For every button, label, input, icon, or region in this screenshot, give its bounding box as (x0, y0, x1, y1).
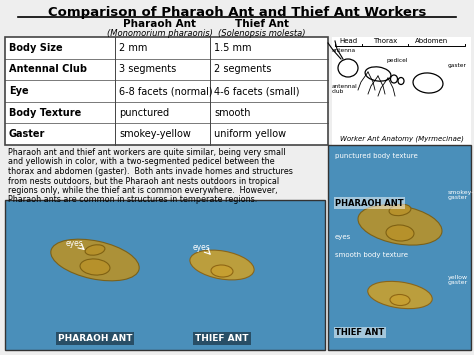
Text: 2 mm: 2 mm (119, 43, 147, 53)
Ellipse shape (398, 77, 404, 84)
Ellipse shape (51, 239, 139, 281)
Text: Gaster: Gaster (9, 129, 46, 139)
Ellipse shape (358, 205, 442, 245)
Bar (332, 37, 471, 145)
Text: thorax and abdomen (gaster).  Both ants invade homes and structures: thorax and abdomen (gaster). Both ants i… (8, 167, 293, 176)
Text: antennal
club: antennal club (332, 83, 358, 94)
Bar (5, 37, 328, 145)
Ellipse shape (190, 250, 254, 280)
Text: punctured: punctured (119, 108, 169, 118)
Ellipse shape (390, 295, 410, 306)
Text: (Monomorium pharaonis): (Monomorium pharaonis) (107, 29, 213, 38)
Text: yellow
gaster: yellow gaster (448, 275, 468, 285)
Ellipse shape (85, 245, 105, 255)
Text: Body Texture: Body Texture (9, 108, 81, 118)
Bar (5, 200, 325, 350)
Text: 4-6 facets (small): 4-6 facets (small) (214, 86, 300, 96)
Text: 2 segments: 2 segments (214, 64, 272, 75)
Text: Thief Ant: Thief Ant (235, 19, 289, 29)
Text: Head: Head (339, 38, 357, 44)
Text: Pharaoh ant and thief ant workers are quite similar, being very small: Pharaoh ant and thief ant workers are qu… (8, 148, 285, 157)
Text: smokey-colored
gaster: smokey-colored gaster (448, 190, 474, 201)
Text: smooth body texture: smooth body texture (335, 252, 408, 258)
Ellipse shape (80, 259, 110, 275)
Text: 1.5 mm: 1.5 mm (214, 43, 252, 53)
Ellipse shape (391, 75, 398, 83)
Ellipse shape (386, 225, 414, 241)
Text: from nests outdoors, but the Pharaoh ant nests outdoors in tropical: from nests outdoors, but the Pharaoh ant… (8, 176, 279, 186)
Text: Eye: Eye (9, 86, 28, 96)
Text: eyes: eyes (193, 242, 211, 251)
Text: Pharaoh ants are common in structures in temperate regions.: Pharaoh ants are common in structures in… (8, 196, 257, 204)
Ellipse shape (389, 204, 411, 215)
Text: Worker Ant Anatomy (Myrmecinae): Worker Ant Anatomy (Myrmecinae) (339, 135, 464, 142)
Text: THIEF ANT: THIEF ANT (335, 328, 384, 337)
Text: smooth: smooth (214, 108, 250, 118)
Text: Thorax: Thorax (373, 38, 397, 44)
Text: eyes: eyes (66, 239, 84, 247)
Text: Body Size: Body Size (9, 43, 63, 53)
Ellipse shape (365, 67, 391, 81)
Text: uniform yellow: uniform yellow (214, 129, 286, 139)
Text: Antennal Club: Antennal Club (9, 64, 87, 75)
Text: (Solenopsis molesta): (Solenopsis molesta) (218, 29, 306, 38)
Text: Abdomen: Abdomen (415, 38, 448, 44)
Ellipse shape (211, 265, 233, 277)
Ellipse shape (413, 73, 443, 93)
Text: pedicel: pedicel (386, 58, 408, 63)
Text: regions only, while the thief ant is common everywhere.  However,: regions only, while the thief ant is com… (8, 186, 277, 195)
Text: smokey-yellow: smokey-yellow (119, 129, 191, 139)
Bar (328, 145, 471, 350)
Text: eyes: eyes (335, 234, 351, 240)
Text: gaster: gaster (448, 62, 467, 67)
Text: 3 segments: 3 segments (119, 64, 176, 75)
Text: antenna: antenna (332, 48, 356, 53)
Text: punctured body texture: punctured body texture (335, 153, 418, 159)
Text: 6-8 facets (normal): 6-8 facets (normal) (119, 86, 213, 96)
Text: and yellowish in color, with a two-segmented pedicel between the: and yellowish in color, with a two-segme… (8, 158, 274, 166)
Ellipse shape (368, 282, 432, 308)
Text: PHARAOH ANT: PHARAOH ANT (335, 198, 404, 208)
Ellipse shape (338, 59, 358, 77)
Text: Comparison of Pharaoh Ant and Thief Ant Workers: Comparison of Pharaoh Ant and Thief Ant … (48, 6, 426, 19)
Text: Pharaoh Ant: Pharaoh Ant (124, 19, 197, 29)
Text: THIEF ANT: THIEF ANT (195, 334, 249, 343)
Text: PHARAOH ANT: PHARAOH ANT (58, 334, 132, 343)
